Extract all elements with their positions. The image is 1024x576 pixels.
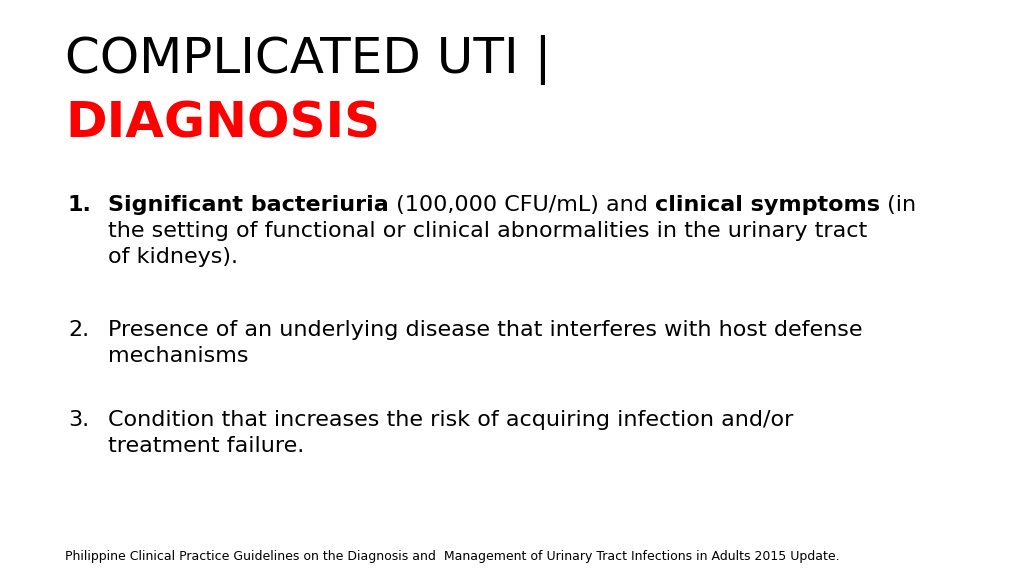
Text: Condition that increases the risk of acquiring infection and/or: Condition that increases the risk of acq…	[108, 410, 794, 430]
Text: of kidneys).: of kidneys).	[108, 247, 238, 267]
Text: (in: (in	[880, 195, 915, 215]
Text: 1.: 1.	[68, 195, 92, 215]
Text: 2.: 2.	[68, 320, 89, 340]
Text: mechanisms: mechanisms	[108, 346, 249, 366]
Text: Significant bacteriuria: Significant bacteriuria	[108, 195, 389, 215]
Text: DIAGNOSIS: DIAGNOSIS	[65, 100, 380, 148]
Text: the setting of functional or clinical abnormalities in the urinary tract: the setting of functional or clinical ab…	[108, 221, 867, 241]
Text: (100,000 CFU/mL) and: (100,000 CFU/mL) and	[389, 195, 654, 215]
Text: Presence of an underlying disease that interferes with host defense: Presence of an underlying disease that i…	[108, 320, 862, 340]
Text: 3.: 3.	[68, 410, 89, 430]
Text: COMPLICATED UTI |: COMPLICATED UTI |	[65, 35, 551, 85]
Text: treatment failure.: treatment failure.	[108, 436, 304, 456]
Text: Philippine Clinical Practice Guidelines on the Diagnosis and  Management of Urin: Philippine Clinical Practice Guidelines …	[65, 550, 840, 563]
Text: clinical symptoms: clinical symptoms	[654, 195, 880, 215]
